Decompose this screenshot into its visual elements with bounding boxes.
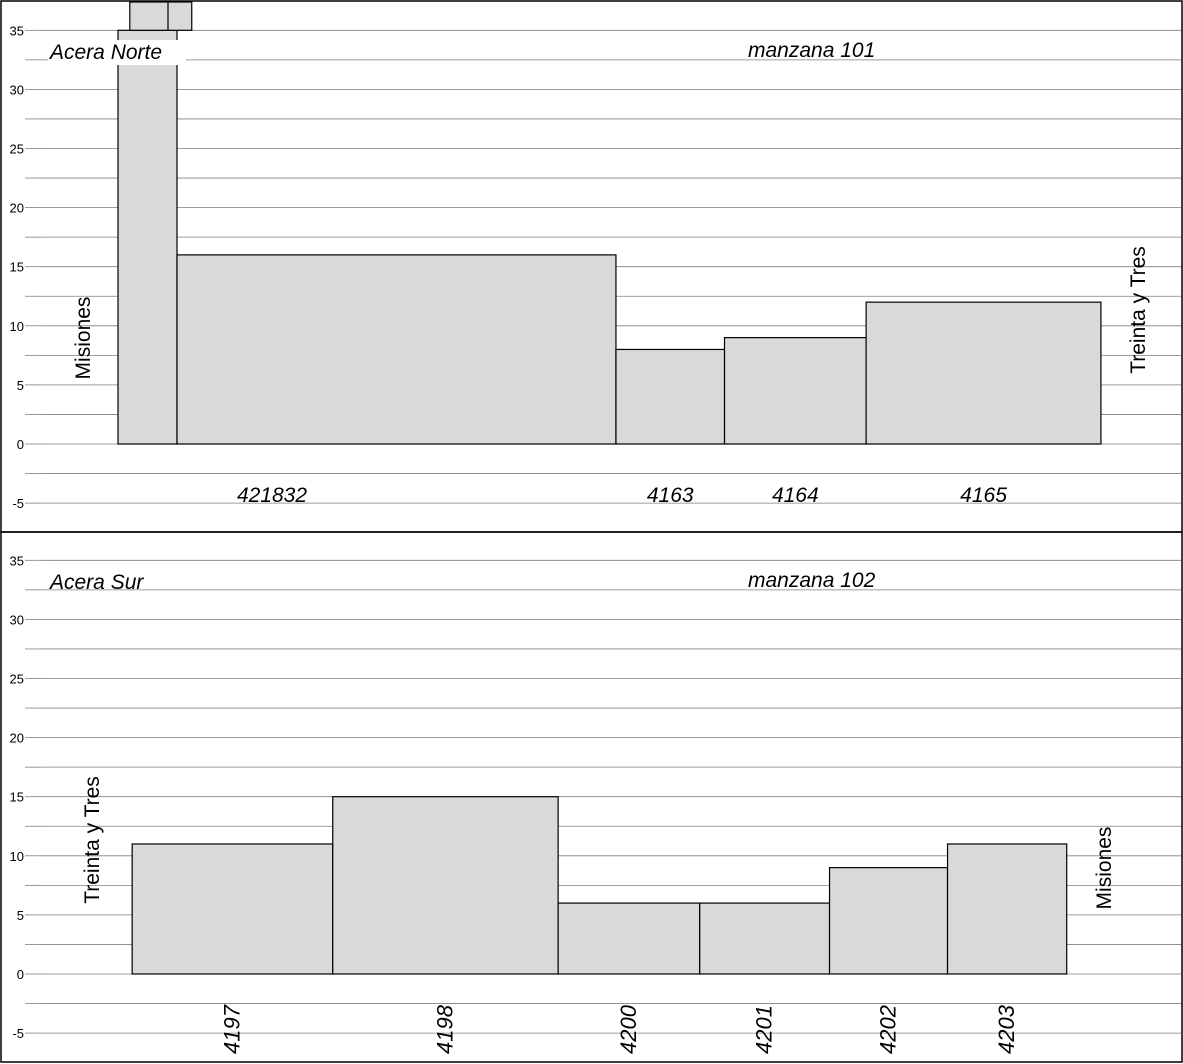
block-label: manzana 102 [748, 569, 876, 592]
lot-label: 4163 [647, 484, 694, 507]
lot-label: 4202 [876, 1005, 901, 1054]
sidewalk-label: Acera Sur [48, 571, 144, 594]
lot-label: 4200 [616, 1004, 641, 1054]
block-label: manzana 101 [748, 39, 875, 62]
y-tick-label: -5 [12, 496, 24, 511]
lot-label: 4198 [432, 1004, 457, 1054]
sidewalk-label-text: Acera Norte [48, 41, 162, 64]
sidewalk-label-bg [48, 40, 186, 65]
left-street-label: Treinta y Tres [81, 776, 104, 904]
lot-label: 421832 [237, 484, 307, 507]
y-tick-label: 20 [10, 201, 24, 216]
y-tick-label: 10 [10, 849, 24, 864]
right-street-label: Treinta y Tres [1127, 246, 1150, 374]
y-tick-label: 35 [10, 23, 24, 38]
lot-bar [865, 301, 1102, 445]
lot-label: 4203 [994, 1004, 1019, 1054]
y-tick-label: 0 [17, 437, 24, 452]
panel-frame [0, 531, 1183, 1063]
lot-label: 4165 [960, 484, 1007, 507]
lot-bar [615, 348, 726, 445]
lot-bar [131, 843, 334, 975]
lot-bar-overflow [129, 1, 193, 31]
panel-top: 35 30 25 20 15 10 5 0 -5 421832 4163 4164 4165 Acera … [0, 0, 1183, 533]
lot-label: 4197 [219, 1004, 244, 1054]
lot-labels: 4197 4198 4200 4201 4202 4203 [219, 1004, 1019, 1054]
lot-labels: 421832 4163 4164 4165 [237, 484, 1007, 507]
y-tick-label: 30 [10, 82, 24, 97]
lot-bar [828, 867, 949, 975]
y-tick-label: 15 [10, 260, 24, 275]
right-street-label: Misiones [1093, 827, 1116, 910]
lot-bar [946, 843, 1068, 975]
sidewalk-label-text: Acera Sur [48, 571, 144, 594]
y-tick-label: 10 [10, 319, 24, 334]
lot-bar [117, 29, 178, 445]
lots [117, 1, 1102, 445]
y-tick-label: -5 [12, 1026, 24, 1041]
lot-bar-upper [129, 1, 193, 31]
y-axis: 35 30 25 20 15 10 5 0 -5 [10, 23, 24, 511]
lot-label: 4164 [772, 484, 819, 507]
panel-bottom: 35 30 25 20 15 10 5 0 -5 4197 4198 4200 4201 4202 4203… [0, 531, 1183, 1063]
sidewalk-label: Acera Norte [48, 40, 186, 65]
y-tick-label: 0 [17, 967, 24, 982]
y-tick-label: 25 [10, 142, 24, 157]
y-axis: 35 30 25 20 15 10 5 0 -5 [10, 553, 24, 1041]
lot-bar [176, 254, 617, 445]
lot-label: 4201 [752, 1005, 777, 1054]
lots [131, 796, 1068, 975]
y-tick-label: 30 [10, 612, 24, 627]
y-tick-label: 15 [10, 790, 24, 805]
y-tick-label: 25 [10, 672, 24, 687]
y-tick-label: 20 [10, 731, 24, 746]
y-tick-label: 5 [17, 908, 24, 923]
y-tick-label: 35 [10, 553, 24, 568]
lot-bar [699, 902, 831, 975]
lot-bar [332, 796, 559, 975]
left-street-label: Misiones [72, 297, 95, 380]
lot-bar [557, 902, 701, 975]
y-tick-label: 5 [17, 378, 24, 393]
lot-bar [723, 337, 867, 445]
